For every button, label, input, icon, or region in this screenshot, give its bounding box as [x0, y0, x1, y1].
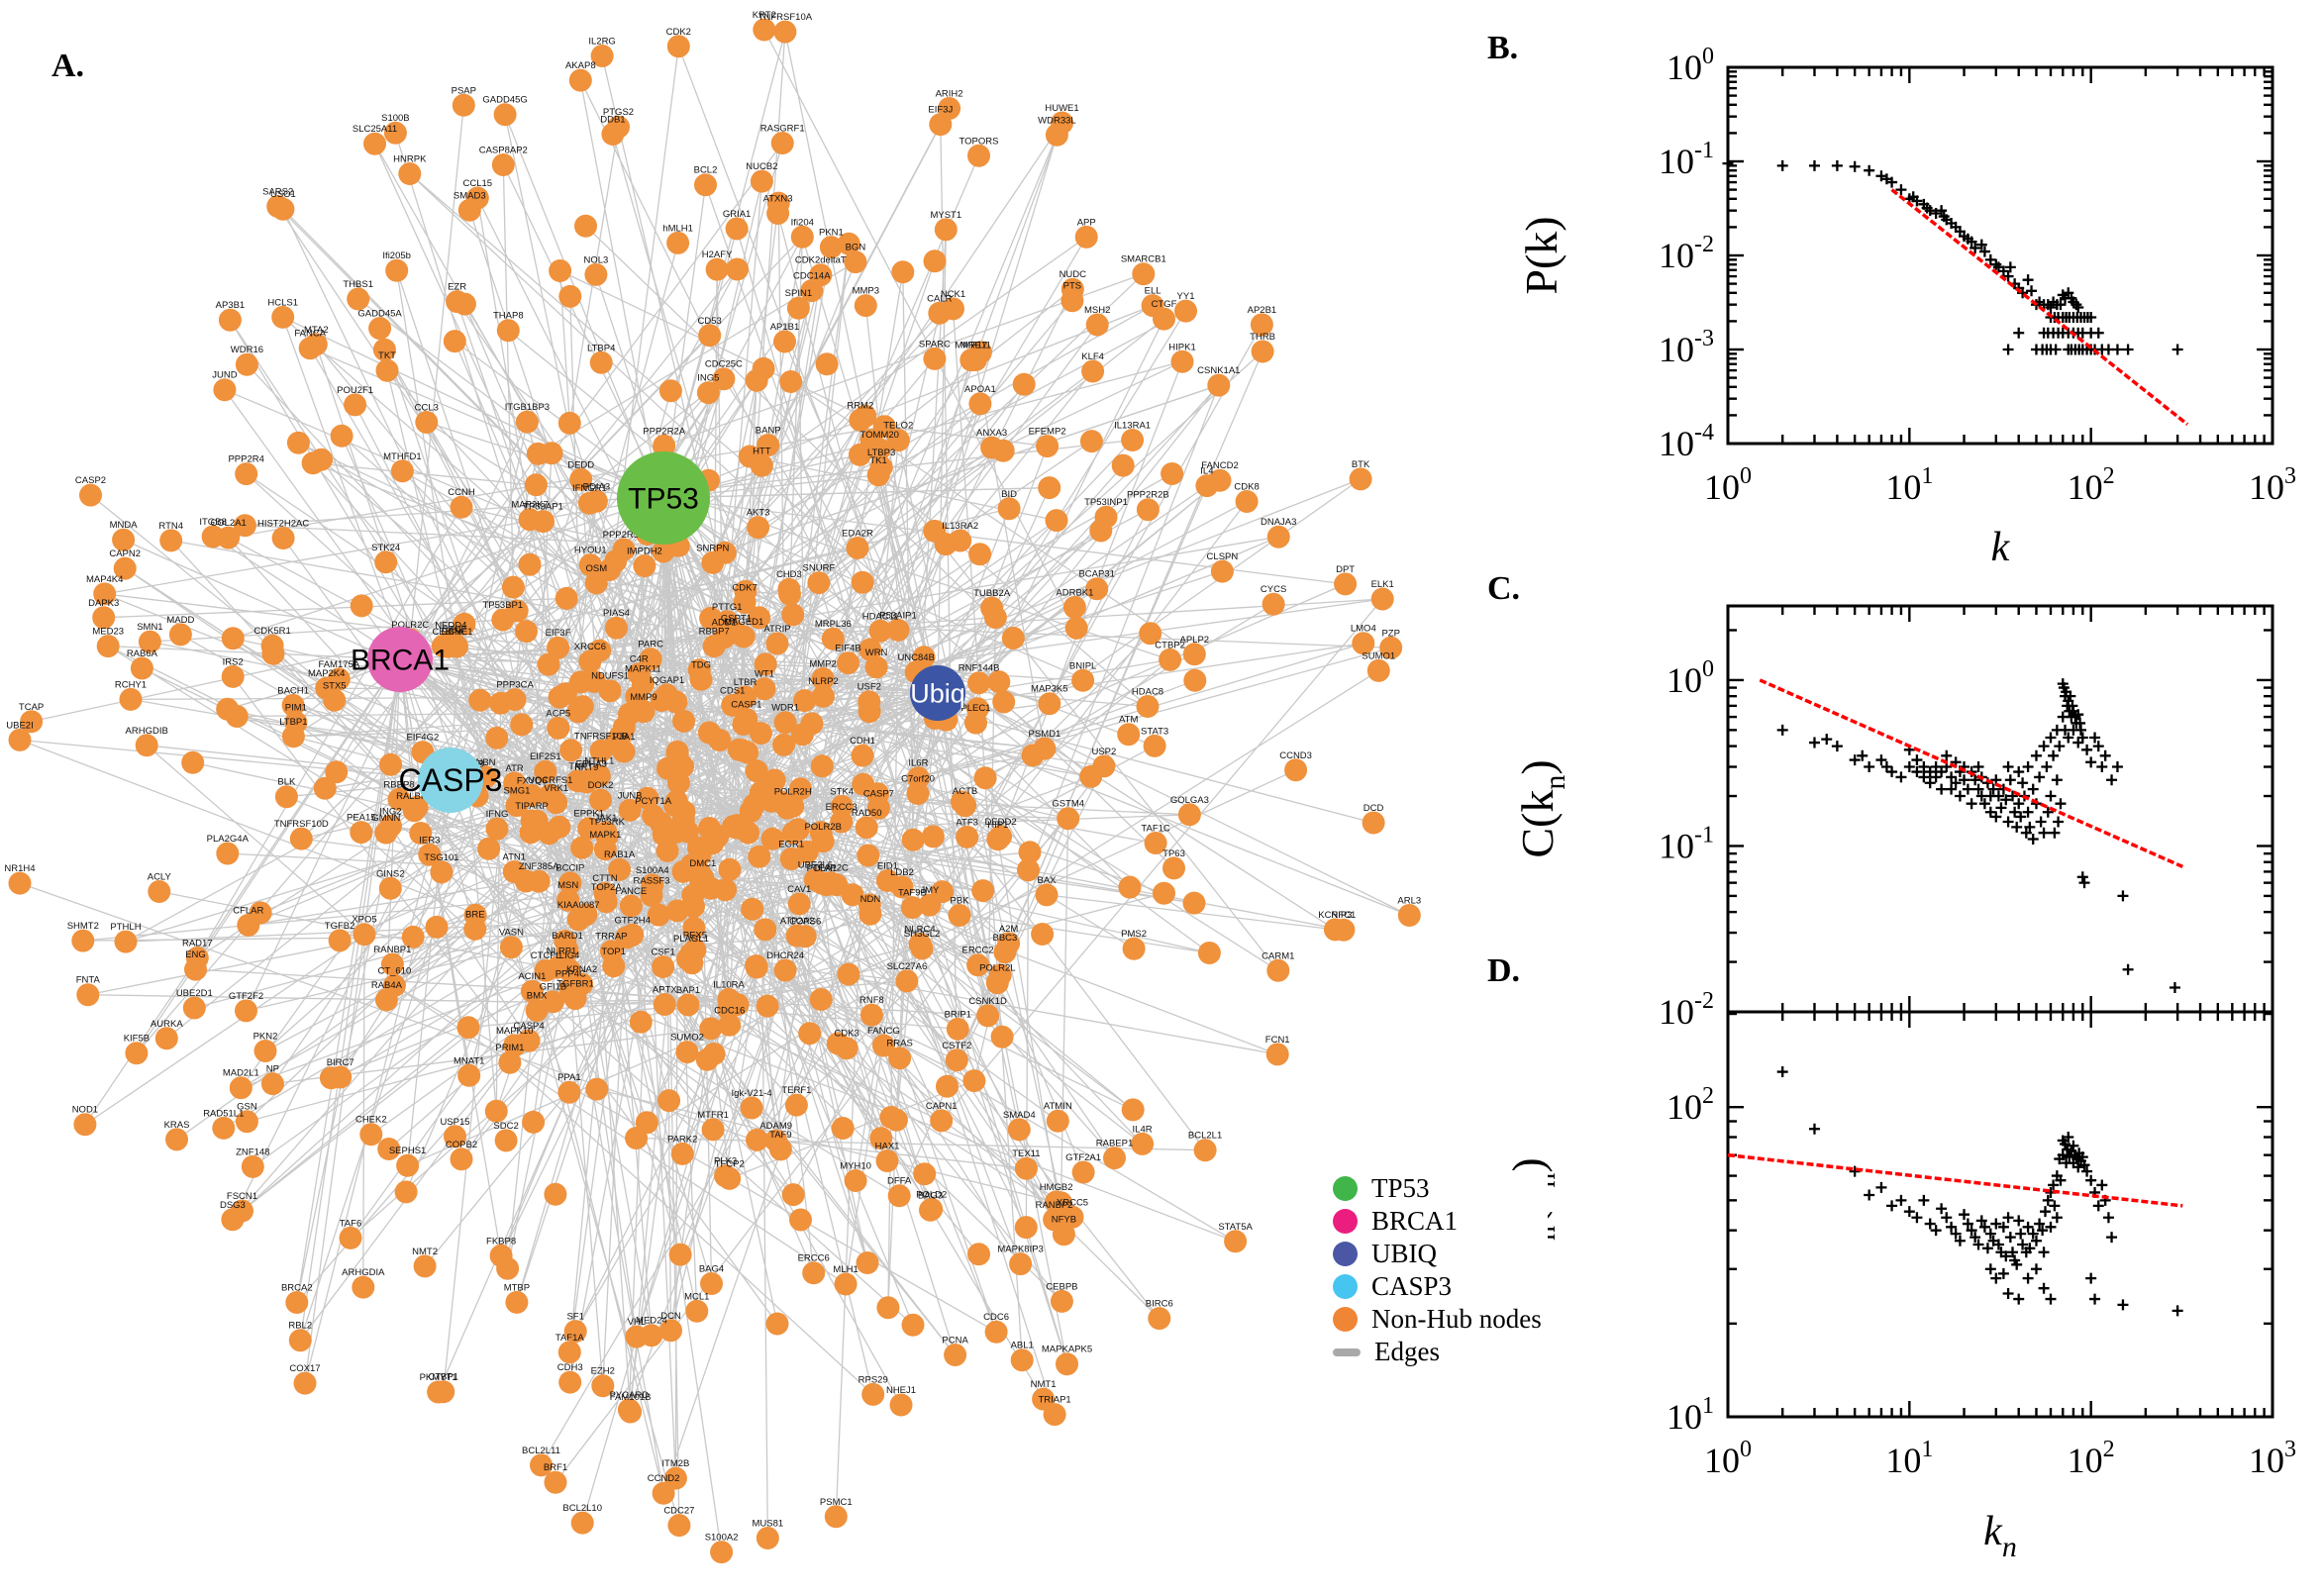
- legend-item-tp53: TP53: [1333, 1172, 1542, 1205]
- svg-text:10-2: 10-2: [1659, 988, 1714, 1032]
- svg-text:10-4: 10-4: [1659, 420, 1714, 463]
- y-axis-title: P(k): [1516, 216, 1566, 294]
- chart-panel-d: 102101100101102103Cn(kn)kn: [1502, 1010, 2296, 1563]
- svg-text:100: 100: [1666, 656, 1714, 700]
- legend: TP53 BRCA1 UBIQ CASP3 Non-Hub nodes Edges: [1327, 1170, 1548, 1370]
- legend-color-dot: [1333, 1209, 1358, 1234]
- scatter-points: [1776, 1066, 2183, 1317]
- svg-text:100: 100: [1666, 44, 1714, 87]
- panel-label-a: A.: [51, 48, 85, 84]
- network-hub-nodes: TP53 BRCA1 Ubiq CASP3: [351, 451, 965, 813]
- svg-text:101: 101: [1666, 1393, 1714, 1437]
- axis-ticks: [1726, 65, 2274, 446]
- network-graph: POLR2CPOLR2BPOLR2HPOLR2LMNDAIfi205bAPTXZ…: [4, 10, 1421, 1564]
- legend-item-label: UBIQ: [1371, 1239, 1437, 1268]
- svg-text:100: 100: [1704, 463, 1752, 507]
- legend-item-label: Non-Hub nodes: [1371, 1304, 1542, 1334]
- svg-text:102: 102: [1666, 1083, 1714, 1127]
- legend-item-casp3: CASP3: [1333, 1270, 1542, 1303]
- edge-swatch-icon: [1333, 1347, 1361, 1356]
- y-axis-title: C(kn): [1512, 759, 1571, 857]
- svg-text:10-1: 10-1: [1659, 138, 1714, 181]
- panel-label-c: C.: [1487, 570, 1521, 607]
- svg-text:101: 101: [1885, 463, 1933, 507]
- fit-line: [1759, 678, 2183, 868]
- legend-color-dot: [1333, 1176, 1358, 1201]
- fit-line: [1890, 188, 2189, 426]
- svg-text:100: 100: [1704, 1437, 1752, 1480]
- axis-ticks: [1726, 1012, 2274, 1419]
- legend-item-non-hub-nodes: Non-Hub nodes: [1333, 1303, 1542, 1336]
- svg-text:102: 102: [2068, 1437, 2115, 1480]
- svg-text:103: 103: [2249, 463, 2296, 507]
- legend-color-dot: [1333, 1307, 1358, 1332]
- legend-item-brca1: BRCA1: [1333, 1205, 1542, 1238]
- legend-color-dot: [1333, 1274, 1358, 1299]
- svg-text:103: 103: [2249, 1437, 2296, 1480]
- legend-item-label: CASP3: [1371, 1271, 1453, 1301]
- chart-panel-c: 100 10-1 10-2 C(kn): [1512, 604, 2274, 1032]
- panel-label-d: D.: [1487, 952, 1521, 989]
- hub-node-casp3: CASP3: [399, 748, 502, 813]
- svg-text:101: 101: [1885, 1437, 1933, 1480]
- legend-item-edges: Edges: [1333, 1336, 1542, 1368]
- scatter-points: [1776, 678, 2180, 994]
- network-node-labels: POLR2CPOLR2BPOLR2HPOLR2LMNDAIfi205bAPTXZ…: [4, 10, 1421, 1544]
- legend-item-label: Edges: [1374, 1337, 1440, 1366]
- fit-line: [1727, 1152, 2183, 1208]
- svg-text:10-3: 10-3: [1659, 326, 1714, 369]
- hub-node-tp53: TP53: [617, 451, 710, 545]
- legend-item-ubiq: UBIQ: [1333, 1238, 1542, 1270]
- legend-color-dot: [1333, 1242, 1358, 1266]
- x-axis-title: k: [1991, 525, 2011, 570]
- svg-text:102: 102: [2068, 463, 2115, 507]
- legend-item-label: TP53: [1371, 1173, 1430, 1203]
- x-axis-title: kn: [1983, 1509, 2017, 1563]
- scatter-points: [1722, 157, 2183, 355]
- svg-text:10-2: 10-2: [1659, 232, 1714, 275]
- hub-node-brca1: BRCA1: [351, 627, 450, 692]
- legend-item-label: BRCA1: [1371, 1206, 1459, 1236]
- network-nodes: [8, 18, 1421, 1564]
- panel-label-b: B.: [1487, 30, 1519, 66]
- svg-text:10-1: 10-1: [1659, 822, 1714, 865]
- hub-node-ubiq: Ubiq: [910, 665, 965, 721]
